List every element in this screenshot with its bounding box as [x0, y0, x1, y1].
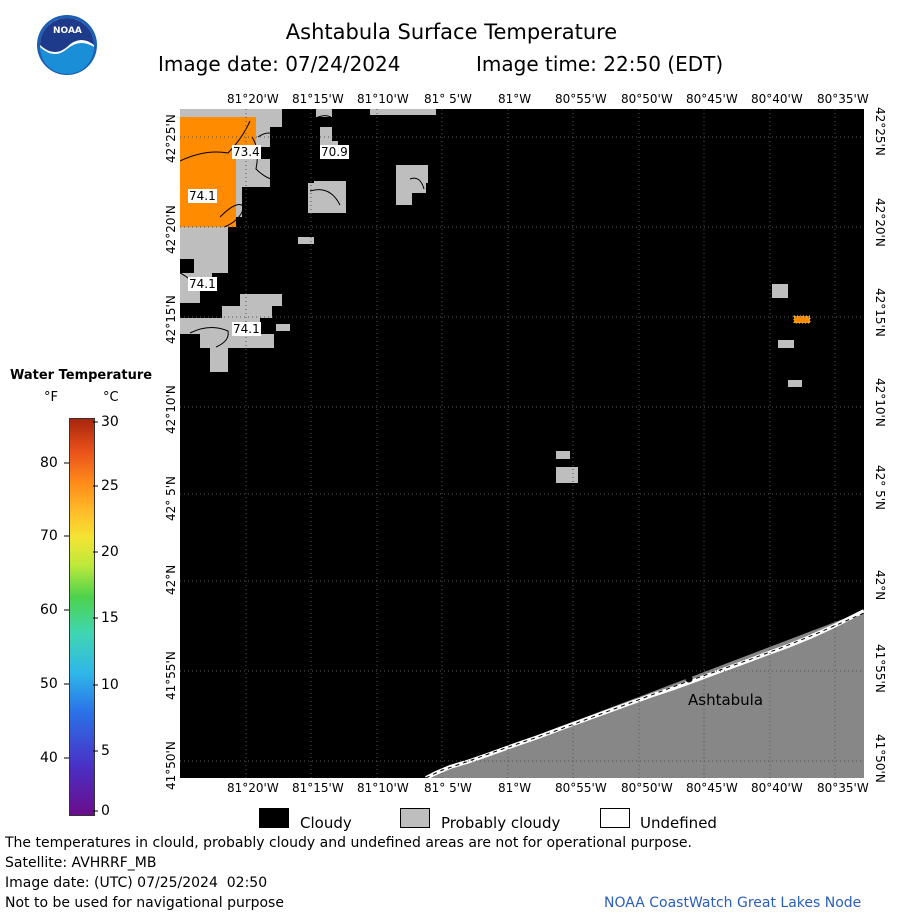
fahrenheit-tick-label: 40	[40, 750, 58, 766]
page-title: Ashtabula Surface Temperature	[285, 20, 618, 44]
lon-label-top: 81°20'W	[227, 92, 279, 106]
temperature-label: 74.1	[232, 322, 261, 336]
lon-label-top: 81° 5'W	[424, 92, 472, 106]
celsius-tick-label: 25	[101, 478, 119, 494]
lon-label-top: 81°10'W	[357, 92, 409, 106]
lat-label-right: 42°15'N	[873, 288, 887, 337]
celsius-tick-label: 15	[101, 610, 119, 626]
fahrenheit-tick-label: 60	[40, 602, 58, 618]
lat-label-left: 42°10'N	[164, 385, 178, 434]
lat-label-left: 42° 5'N	[164, 476, 178, 521]
lon-label-bottom: 81°15'W	[292, 781, 344, 795]
lon-label-bottom: 81°20'W	[227, 781, 279, 795]
probably-cloudy-key-label: Probably cloudy	[441, 814, 561, 832]
lon-label-bottom: 81°W	[498, 781, 532, 795]
lon-label-bottom: 81° 5'W	[424, 781, 472, 795]
fahrenheit-tick-label: 80	[40, 455, 58, 471]
logo-text: NOAA	[53, 26, 82, 36]
celsius-tick-label: 0	[101, 803, 110, 819]
satellite-info: Satellite: AVHRRF_MB	[5, 855, 157, 871]
celsius-tick-label: 5	[101, 743, 110, 759]
temperature-label: 74.1	[188, 189, 217, 203]
fahrenheit-tick-label: 70	[40, 528, 58, 544]
lon-label-bottom: 80°35'W	[817, 781, 869, 795]
lat-label-right: 41°55'N	[873, 644, 887, 693]
lon-label-bottom: 80°55'W	[555, 781, 607, 795]
lon-label-top: 80°35'W	[817, 92, 869, 106]
noaa-logo: NOAA	[36, 14, 98, 76]
lon-label-top: 80°50'W	[621, 92, 673, 106]
lat-label-left: 42°20'N	[164, 205, 178, 254]
image-date: Image date: 07/24/2024	[158, 52, 401, 76]
scale-ticks	[64, 421, 98, 812]
unit-celsius: °C	[103, 390, 119, 405]
lat-label-right: 42°N	[873, 570, 887, 601]
lat-label-left: 41°55'N	[164, 651, 178, 700]
undefined-key-label: Undefined	[640, 814, 717, 832]
temperature-label: 73.4	[232, 145, 261, 159]
lon-label-bottom: 81°10'W	[357, 781, 409, 795]
celsius-tick-label: 20	[101, 544, 119, 560]
lat-label-left: 42°15'N	[164, 295, 178, 344]
lon-label-top: 81°15'W	[292, 92, 344, 106]
lat-label-left: 41°50'N	[164, 741, 178, 790]
celsius-tick-label: 10	[101, 677, 119, 693]
city-label: Ashtabula	[688, 691, 764, 709]
disclaimer: The temperatures in clould, probably clo…	[5, 835, 692, 851]
temperature-label: 70.9	[320, 145, 349, 159]
lon-label-top: 81°W	[498, 92, 532, 106]
lon-label-bottom: 80°45'W	[686, 781, 738, 795]
legend-title: Water Temperature	[10, 368, 153, 383]
lat-label-right: 42°20'N	[873, 198, 887, 247]
color-scale-bar	[69, 418, 95, 816]
ashtabula-marker	[685, 675, 693, 683]
celsius-tick-label: 30	[101, 414, 119, 430]
credit-line: NOAA CoastWatch Great Lakes Node	[604, 895, 862, 911]
unit-fahrenheit: °F	[44, 390, 58, 405]
lon-label-top: 80°45'W	[686, 92, 738, 106]
utc-date: Image date: (UTC) 07/25/2024 02:50	[5, 875, 268, 891]
lon-label-top: 80°55'W	[555, 92, 607, 106]
lon-label-bottom: 80°50'W	[621, 781, 673, 795]
lon-label-bottom: 80°40'W	[751, 781, 803, 795]
lat-label-right: 41°50'N	[873, 734, 887, 783]
temperature-map	[180, 109, 864, 778]
probably-cloudy-swatch	[400, 808, 430, 828]
lat-label-left: 42°N	[164, 564, 178, 595]
lat-label-left: 42°25'N	[164, 114, 178, 163]
undefined-swatch	[600, 808, 630, 828]
cloudy-key-label: Cloudy	[300, 814, 352, 832]
lat-label-right: 42°25'N	[873, 107, 887, 156]
cloudy-swatch	[259, 808, 289, 828]
fahrenheit-tick-label: 50	[40, 676, 58, 692]
lat-label-right: 42° 5'N	[873, 465, 887, 510]
lon-label-top: 80°40'W	[751, 92, 803, 106]
temperature-label: 74.1	[188, 277, 217, 291]
lat-label-right: 42°10'N	[873, 378, 887, 427]
navigation-warning: Not to be used for navigational purpose	[5, 895, 284, 911]
image-time: Image time: 22:50 (EDT)	[476, 52, 724, 76]
